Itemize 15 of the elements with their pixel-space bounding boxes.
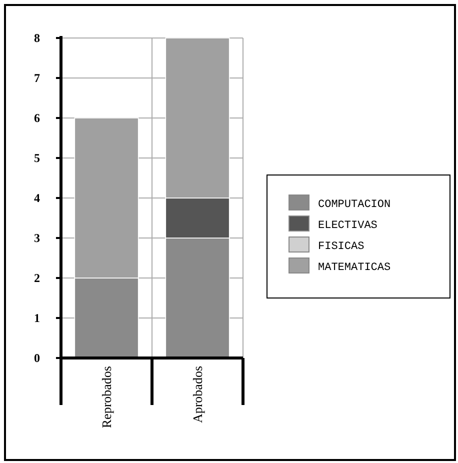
legend-label: FISICAS — [318, 240, 365, 253]
y-tick-label: 5 — [34, 151, 40, 166]
y-tick-label: 3 — [34, 231, 40, 246]
x-tick-label: Reprobados — [99, 366, 114, 428]
y-tick-label: 8 — [34, 31, 40, 46]
y-tick-label: 1 — [34, 311, 40, 326]
legend-label: MATEMATICAS — [318, 262, 392, 274]
legend-label: ELECTIVAS — [318, 220, 378, 232]
legend-label: COMPUTACION — [318, 198, 391, 211]
x-tick-label: Aprobados — [190, 366, 206, 424]
y-tick-label: 7 — [34, 71, 40, 86]
y-tick-label: 0 — [34, 351, 40, 366]
y-tick-label: 6 — [34, 111, 40, 126]
y-tick-label: 2 — [34, 271, 40, 286]
y-tick-label: 4 — [34, 191, 40, 206]
